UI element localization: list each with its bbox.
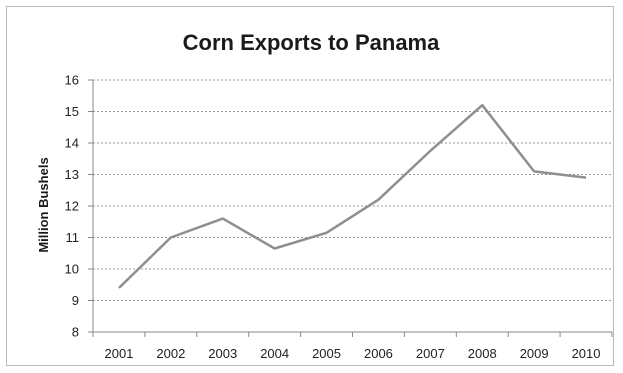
x-tick-label: 2002 (156, 346, 185, 361)
y-tick-label: 11 (66, 230, 80, 245)
axes (88, 79, 613, 337)
y-tick-label: 13 (65, 167, 79, 182)
y-tick-label: 8 (72, 325, 79, 340)
x-tick-label: 2001 (104, 346, 133, 361)
x-tick-labels: 2001 2002 2003 2004 2005 2006 2007 2008 2009 2010 (104, 346, 600, 361)
x-tick-label: 2006 (364, 346, 393, 361)
x-tick-label: 2010 (572, 346, 601, 361)
y-tick-label: 12 (65, 199, 79, 214)
gridlines (93, 79, 612, 301)
y-axis-label: Million Bushels (36, 157, 51, 252)
y-tick-labels: 8 9 10 11 12 13 14 15 16 (65, 73, 79, 340)
x-tick-label: 2009 (520, 346, 549, 361)
y-tick-label: 9 (72, 293, 79, 308)
x-tick-label: 2005 (312, 346, 341, 361)
y-tick-label: 10 (65, 262, 79, 277)
x-tick-label: 2008 (468, 346, 497, 361)
x-tick-label: 2004 (260, 346, 289, 361)
x-tick-label: 2007 (416, 346, 445, 361)
y-tick-label: 15 (65, 104, 79, 119)
y-tick-label: 14 (65, 136, 79, 151)
x-tick-label: 2003 (208, 346, 237, 361)
chart-frame (6, 6, 614, 366)
series-line (118, 103, 587, 289)
y-tick-label: 16 (65, 73, 79, 88)
chart-title: Corn Exports to Panama (183, 30, 440, 55)
series-layer (118, 103, 587, 289)
